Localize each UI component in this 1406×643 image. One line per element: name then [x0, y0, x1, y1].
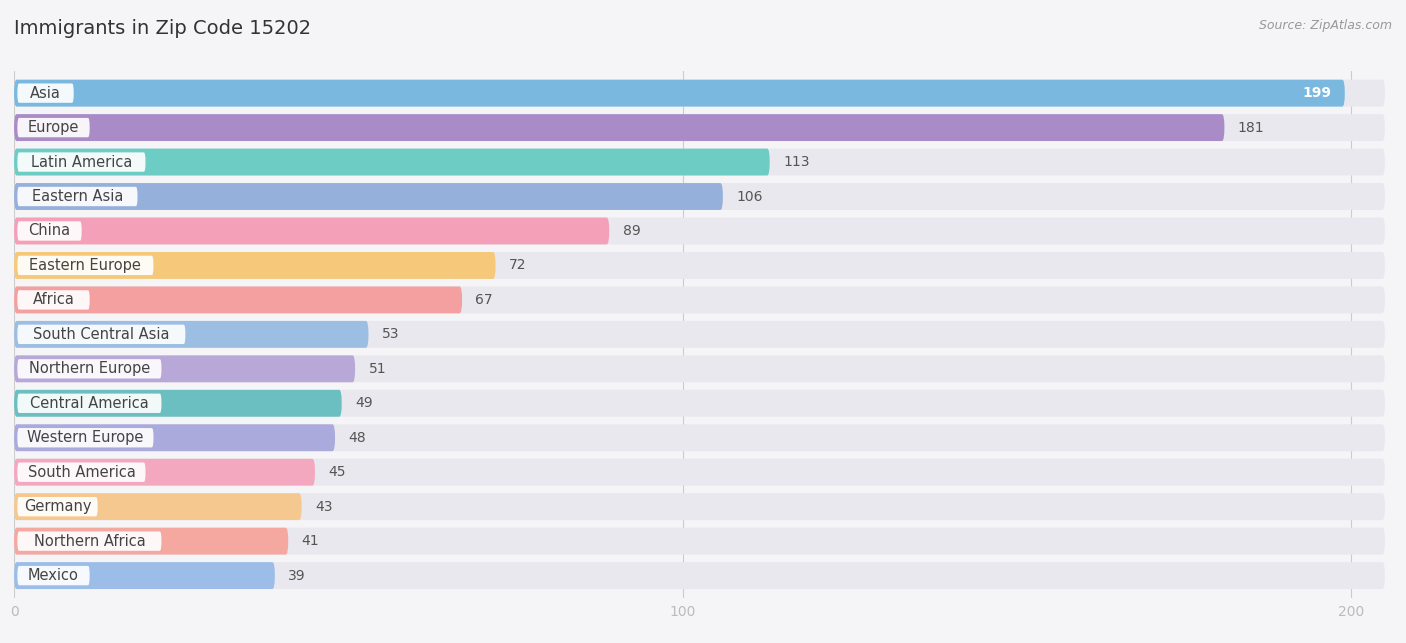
Text: 72: 72 [509, 258, 526, 273]
FancyBboxPatch shape [17, 359, 162, 379]
Text: Eastern Europe: Eastern Europe [30, 258, 142, 273]
FancyBboxPatch shape [17, 290, 90, 309]
FancyBboxPatch shape [14, 80, 1385, 107]
FancyBboxPatch shape [17, 256, 153, 275]
FancyBboxPatch shape [14, 321, 1385, 348]
Text: 48: 48 [349, 431, 366, 445]
FancyBboxPatch shape [14, 287, 463, 313]
FancyBboxPatch shape [14, 562, 1385, 589]
FancyBboxPatch shape [17, 84, 73, 103]
Text: 199: 199 [1302, 86, 1331, 100]
Text: Eastern Asia: Eastern Asia [32, 189, 124, 204]
FancyBboxPatch shape [14, 149, 1385, 176]
FancyBboxPatch shape [17, 462, 145, 482]
Text: Source: ZipAtlas.com: Source: ZipAtlas.com [1258, 19, 1392, 32]
Text: Western Europe: Western Europe [27, 430, 143, 445]
FancyBboxPatch shape [14, 528, 288, 554]
FancyBboxPatch shape [14, 80, 1344, 107]
Text: Northern Africa: Northern Africa [34, 534, 145, 548]
FancyBboxPatch shape [17, 428, 153, 448]
FancyBboxPatch shape [14, 114, 1225, 141]
FancyBboxPatch shape [14, 217, 1385, 244]
Text: South Central Asia: South Central Asia [34, 327, 170, 342]
Text: 43: 43 [315, 500, 332, 514]
FancyBboxPatch shape [14, 252, 495, 279]
FancyBboxPatch shape [17, 152, 145, 172]
Text: 67: 67 [475, 293, 494, 307]
Text: 113: 113 [783, 155, 810, 169]
Text: South America: South America [28, 465, 135, 480]
Text: 106: 106 [737, 190, 763, 204]
FancyBboxPatch shape [14, 356, 356, 382]
FancyBboxPatch shape [14, 321, 368, 348]
Text: Africa: Africa [32, 293, 75, 307]
Text: Central America: Central America [30, 396, 149, 411]
FancyBboxPatch shape [14, 149, 769, 176]
FancyBboxPatch shape [17, 497, 97, 516]
FancyBboxPatch shape [14, 390, 342, 417]
FancyBboxPatch shape [17, 394, 162, 413]
Text: Immigrants in Zip Code 15202: Immigrants in Zip Code 15202 [14, 19, 311, 39]
Text: 39: 39 [288, 568, 307, 583]
Text: 49: 49 [356, 396, 373, 410]
FancyBboxPatch shape [17, 325, 186, 344]
Text: 181: 181 [1237, 121, 1264, 134]
FancyBboxPatch shape [14, 287, 1385, 313]
FancyBboxPatch shape [14, 183, 723, 210]
FancyBboxPatch shape [17, 221, 82, 240]
FancyBboxPatch shape [14, 458, 315, 485]
FancyBboxPatch shape [14, 183, 1385, 210]
FancyBboxPatch shape [14, 528, 1385, 554]
FancyBboxPatch shape [14, 114, 1385, 141]
FancyBboxPatch shape [14, 424, 1385, 451]
FancyBboxPatch shape [14, 493, 1385, 520]
FancyBboxPatch shape [14, 252, 1385, 279]
Text: Latin America: Latin America [31, 154, 132, 170]
FancyBboxPatch shape [14, 562, 274, 589]
Text: 51: 51 [368, 362, 387, 376]
Text: 45: 45 [329, 465, 346, 479]
Text: Mexico: Mexico [28, 568, 79, 583]
Text: Europe: Europe [28, 120, 79, 135]
Text: Asia: Asia [30, 86, 60, 101]
FancyBboxPatch shape [14, 356, 1385, 382]
Text: 53: 53 [382, 327, 399, 341]
FancyBboxPatch shape [17, 566, 90, 585]
Text: 89: 89 [623, 224, 640, 238]
FancyBboxPatch shape [14, 390, 1385, 417]
Text: China: China [28, 224, 70, 239]
Text: 41: 41 [302, 534, 319, 548]
FancyBboxPatch shape [17, 532, 162, 551]
FancyBboxPatch shape [17, 187, 138, 206]
FancyBboxPatch shape [17, 118, 90, 137]
FancyBboxPatch shape [14, 493, 302, 520]
FancyBboxPatch shape [14, 424, 335, 451]
FancyBboxPatch shape [14, 458, 1385, 485]
FancyBboxPatch shape [14, 217, 609, 244]
Text: Germany: Germany [24, 499, 91, 514]
Text: Northern Europe: Northern Europe [28, 361, 150, 376]
